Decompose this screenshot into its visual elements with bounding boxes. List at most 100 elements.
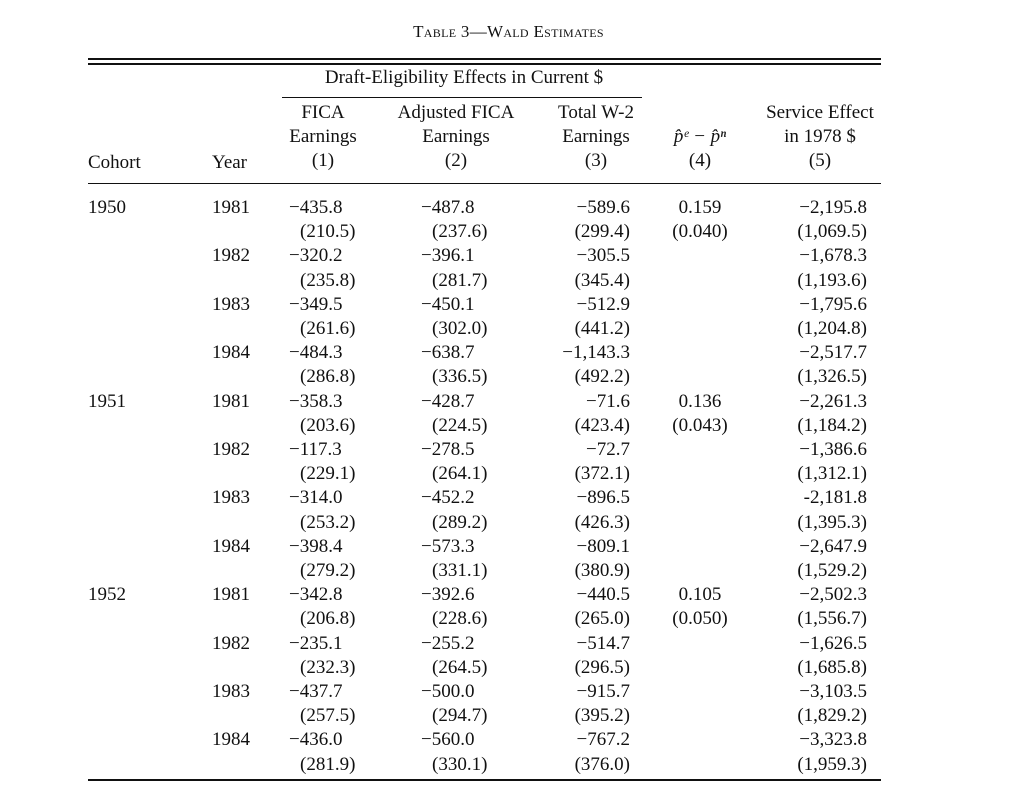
header-col3-line1: Total W-2 — [558, 102, 634, 123]
service-effect-std-error: (1,959.3) — [797, 753, 867, 775]
header-col3: Total W-2 Earnings (3) — [558, 101, 634, 173]
adjusted-fica-std-error: (289.2) — [432, 511, 488, 533]
top-rule-double — [88, 63, 881, 65]
adjusted-fica-estimate: −560.0 — [421, 729, 475, 751]
year-cell: 1982 — [212, 439, 250, 460]
adjusted-fica-estimate: −428.7 — [421, 390, 475, 412]
fica-std-error: (232.3) — [300, 656, 356, 678]
adjusted-fica-estimate: −396.1 — [421, 245, 475, 267]
p-diff-estimate: 0.159 — [678, 197, 722, 218]
header-col2-number: (2) — [444, 150, 468, 171]
header-col2-line2: Earnings — [422, 126, 490, 147]
header-col5-number: (5) — [808, 150, 832, 171]
service-effect-std-error: (1,204.8) — [797, 318, 867, 339]
year-cell: 1984 — [212, 729, 250, 751]
w2-estimate: −72.7 — [586, 439, 630, 460]
year-cell: 1984 — [212, 535, 250, 557]
p-diff-std-error: (0.050) — [672, 608, 728, 630]
adjusted-fica-estimate: −278.5 — [421, 439, 475, 460]
spanner-rule — [282, 97, 642, 99]
cohort-cell: 1951 — [88, 390, 126, 412]
top-rule — [88, 58, 881, 60]
header-col1-line1: FICA — [301, 102, 345, 123]
adjusted-fica-std-error: (331.1) — [432, 560, 488, 581]
service-effect-std-error: (1,069.5) — [797, 221, 867, 243]
header-col5-line2: in 1978 $ — [784, 126, 856, 147]
w2-estimate: −915.7 — [576, 681, 630, 702]
service-effect-std-error: (1,685.8) — [797, 656, 867, 678]
p-diff-std-error: (0.043) — [672, 414, 728, 436]
fica-std-error: (235.8) — [300, 269, 356, 291]
fica-std-error: (229.1) — [300, 463, 356, 485]
fica-std-error: (281.9) — [300, 753, 356, 775]
w2-std-error: (296.5) — [574, 656, 630, 678]
header-col5: Service Effect in 1978 $ (5) — [766, 101, 874, 173]
year-cell: 1983 — [212, 293, 250, 315]
service-effect-std-error: (1,556.7) — [797, 608, 867, 630]
adjusted-fica-std-error: (294.7) — [432, 705, 488, 727]
year-cell: 1981 — [212, 584, 250, 606]
p-diff-estimate: 0.105 — [678, 584, 722, 606]
fica-estimate: −235.1 — [289, 632, 343, 654]
header-col5-line1: Service Effect — [766, 102, 874, 123]
year-cell: 1982 — [212, 245, 250, 267]
w2-std-error: (372.1) — [574, 463, 630, 485]
header-col4: p̂ᵉ − p̂ⁿ (4) — [674, 125, 726, 173]
adjusted-fica-estimate: −573.3 — [421, 535, 475, 557]
service-effect-std-error: (1,829.2) — [797, 705, 867, 727]
header-col1-line2: Earnings — [289, 126, 357, 147]
adjusted-fica-std-error: (336.5) — [432, 366, 488, 388]
w2-estimate: −512.9 — [576, 293, 630, 315]
fica-estimate: −117.3 — [289, 439, 342, 460]
fica-estimate: −349.5 — [289, 293, 343, 315]
adjusted-fica-estimate: −452.2 — [421, 487, 475, 509]
service-effect-std-error: (1,193.6) — [797, 269, 867, 291]
fica-estimate: −437.7 — [289, 681, 343, 702]
header-col3-number: (3) — [584, 150, 608, 171]
fica-std-error: (279.2) — [300, 560, 356, 581]
bottom-rule — [88, 779, 881, 781]
service-effect-estimate: −2,502.3 — [799, 584, 867, 606]
service-effect-estimate: −2,261.3 — [799, 390, 867, 412]
adjusted-fica-std-error: (264.1) — [432, 463, 488, 485]
service-effect-estimate: −1,795.6 — [799, 293, 867, 315]
fica-estimate: −320.2 — [289, 245, 343, 267]
w2-estimate: −1,143.3 — [562, 342, 630, 364]
w2-std-error: (492.2) — [574, 366, 630, 388]
w2-estimate: −896.5 — [576, 487, 630, 509]
year-cell: 1983 — [212, 487, 250, 509]
fica-std-error: (253.2) — [300, 511, 356, 533]
fica-estimate: −484.3 — [289, 342, 343, 364]
fica-std-error: (203.6) — [300, 414, 356, 436]
w2-std-error: (265.0) — [574, 608, 630, 630]
header-col3-line2: Earnings — [562, 126, 630, 147]
service-effect-estimate: -2,181.8 — [803, 487, 867, 509]
table-title: Table 3—Wald Estimates — [413, 22, 604, 41]
w2-estimate: −809.1 — [576, 535, 630, 557]
fica-std-error: (210.5) — [300, 221, 356, 243]
service-effect-std-error: (1,529.2) — [797, 560, 867, 581]
fica-estimate: −398.4 — [289, 535, 343, 557]
adjusted-fica-std-error: (302.0) — [432, 318, 488, 339]
adjusted-fica-std-error: (330.1) — [432, 753, 488, 775]
service-effect-estimate: −2,195.8 — [799, 197, 867, 218]
header-col2-line1: Adjusted FICA — [397, 102, 515, 123]
fica-std-error: (257.5) — [300, 705, 356, 727]
fica-estimate: −436.0 — [289, 729, 343, 751]
adjusted-fica-std-error: (264.5) — [432, 656, 488, 678]
p-diff-estimate: 0.136 — [678, 390, 722, 412]
service-effect-estimate: −3,103.5 — [799, 681, 867, 702]
year-cell: 1984 — [212, 342, 250, 364]
header-col4-number: (4) — [688, 150, 712, 171]
adjusted-fica-std-error: (228.6) — [432, 608, 488, 630]
header-col1: FICA Earnings (1) — [289, 101, 357, 173]
header-year: Year — [212, 152, 248, 173]
year-cell: 1981 — [212, 390, 250, 412]
w2-std-error: (380.9) — [574, 560, 630, 581]
header-col1-number: (1) — [311, 150, 335, 171]
w2-std-error: (299.4) — [574, 221, 630, 243]
adjusted-fica-estimate: −487.8 — [421, 197, 475, 218]
year-cell: 1981 — [212, 197, 250, 218]
fica-estimate: −435.8 — [289, 197, 343, 218]
header-cohort: Cohort — [88, 152, 141, 173]
